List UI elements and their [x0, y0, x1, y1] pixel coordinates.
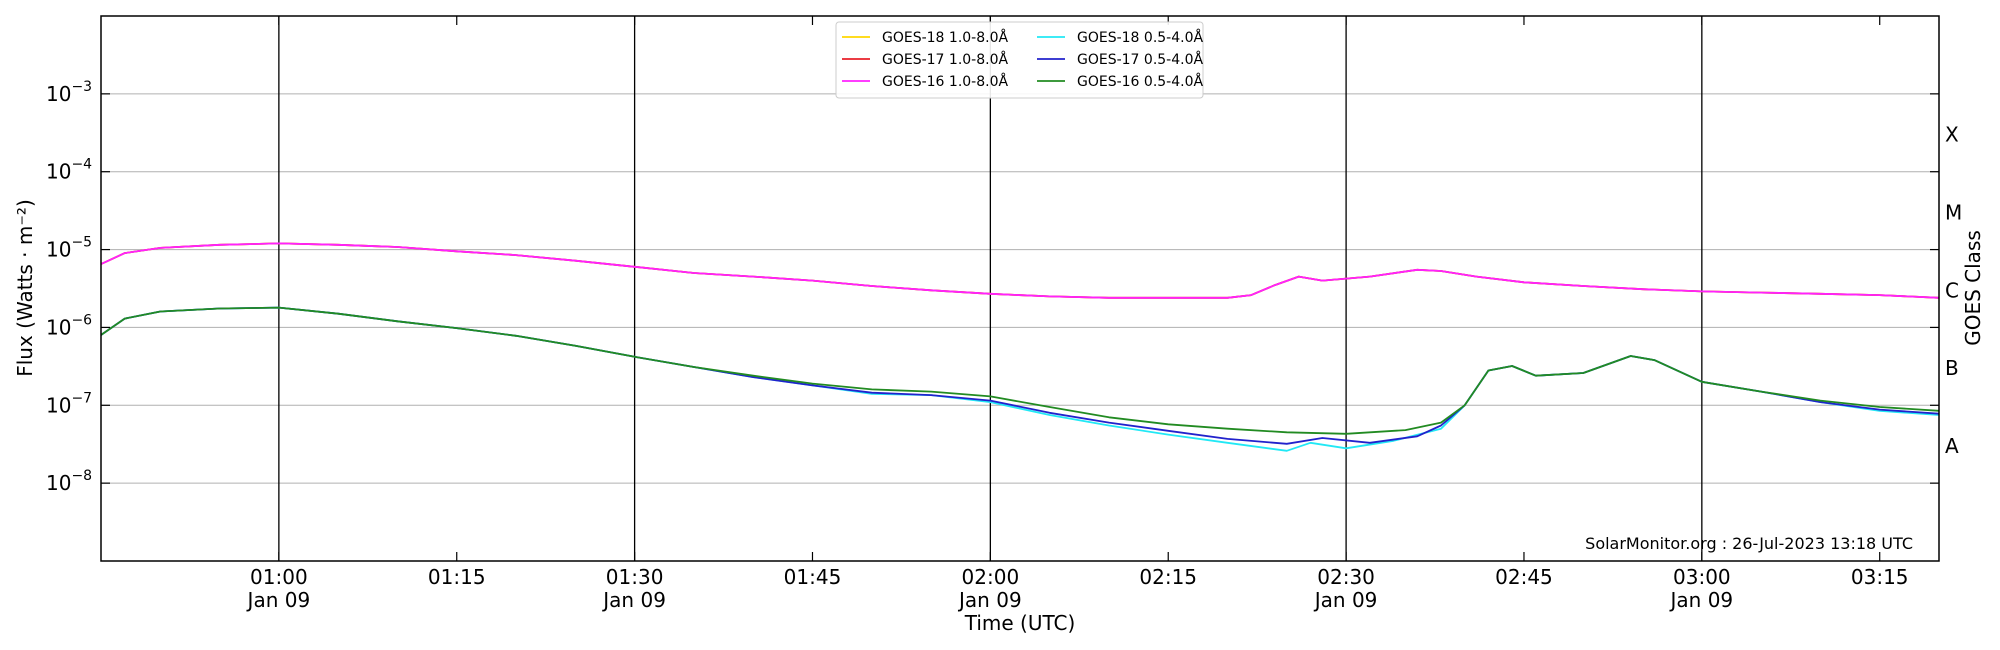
legend: GOES-18 1.0-8.0Å GOES-17 1.0-8.0Å GOES-16 …	[835, 21, 1204, 99]
x-tick-date-label: Jan 09	[957, 588, 1022, 612]
y-tick-exponent: −5	[71, 235, 92, 251]
goes-class-label: C	[1945, 278, 1959, 302]
y-tick-label: 10−4	[46, 157, 92, 184]
series-layer	[101, 242, 1939, 452]
x-tick-label: 01:15	[428, 565, 486, 589]
x-tick-label: 01:00	[250, 565, 308, 589]
y-tick-base: 10	[46, 238, 71, 262]
x-axis-title: Time (UTC)	[964, 611, 1076, 635]
legend-label: GOES-18 0.5-4.0Å	[1077, 29, 1203, 46]
series-line	[101, 306, 1939, 452]
x-tick-date-label: Jan 09	[601, 588, 666, 612]
x-tick-label: 02:15	[1139, 565, 1197, 589]
y-tick-exponent: −6	[71, 312, 92, 328]
y-tick-base: 10	[46, 82, 71, 106]
x-tick-label: 03:00	[1673, 565, 1731, 589]
y-axis-right-title: GOES Class	[1961, 230, 1985, 346]
y-tick-base: 10	[46, 160, 71, 184]
x-tick-label: 02:30	[1317, 565, 1375, 589]
legend-box	[835, 21, 1204, 99]
legend-label: GOES-17 0.5-4.0Å	[1077, 51, 1203, 68]
series-line	[101, 242, 1939, 299]
y-tick-label: 10−8	[46, 468, 92, 495]
x-tick-label: 02:45	[1495, 565, 1553, 589]
legend-label: GOES-16 1.0-8.0Å	[882, 73, 1008, 90]
legend-label: GOES-17 1.0-8.0Å	[882, 51, 1008, 68]
series-line	[101, 306, 1939, 445]
grid-layer	[101, 93, 1939, 484]
y-tick-exponent: −4	[71, 157, 92, 173]
goes-class-label: X	[1945, 123, 1959, 147]
y-tick-label: 10−7	[46, 390, 92, 417]
plot-frame	[100, 15, 1940, 562]
vertical-marker-layer	[278, 16, 1703, 561]
goes-class-label: B	[1945, 356, 1959, 380]
y-tick-label: 10−3	[46, 79, 92, 106]
series-line	[101, 306, 1939, 435]
credit-text: SolarMonitor.org : 26-Jul-2023 13:18 UTC	[1585, 534, 1913, 553]
x-tick-label: 02:00	[962, 565, 1020, 589]
legend-label: GOES-18 1.0-8.0Å	[882, 29, 1008, 46]
y-tick-base: 10	[46, 393, 71, 417]
goes-class-labels: X M C B A	[1945, 123, 1962, 458]
x-tick-label: 01:30	[606, 565, 664, 589]
y-tick-label: 10−5	[46, 235, 92, 262]
y-axis-title: Flux (Watts · m⁻²)	[13, 199, 37, 377]
y-tick-base: 10	[46, 315, 71, 339]
y-tick-labels: 10−310−410−510−610−710−8	[46, 79, 92, 495]
x-tick-date-label: Jan 09	[1313, 588, 1378, 612]
x-tick-label: 01:45	[784, 565, 842, 589]
y-tick-label: 10−6	[46, 312, 92, 339]
goes-class-label: M	[1945, 200, 1962, 224]
x-tick-label: 03:15	[1851, 565, 1909, 589]
y-tick-exponent: −8	[71, 468, 92, 484]
legend-label: GOES-16 0.5-4.0Å	[1077, 73, 1203, 90]
goes-class-label: A	[1945, 434, 1959, 458]
x-tick-date-label: Jan 09	[1669, 588, 1734, 612]
y-tick-exponent: −7	[71, 390, 92, 406]
y-tick-exponent: −3	[71, 79, 92, 95]
x-tick-date-label: Jan 09	[246, 588, 311, 612]
tick-layer	[101, 16, 1939, 561]
y-tick-base: 10	[46, 471, 71, 495]
